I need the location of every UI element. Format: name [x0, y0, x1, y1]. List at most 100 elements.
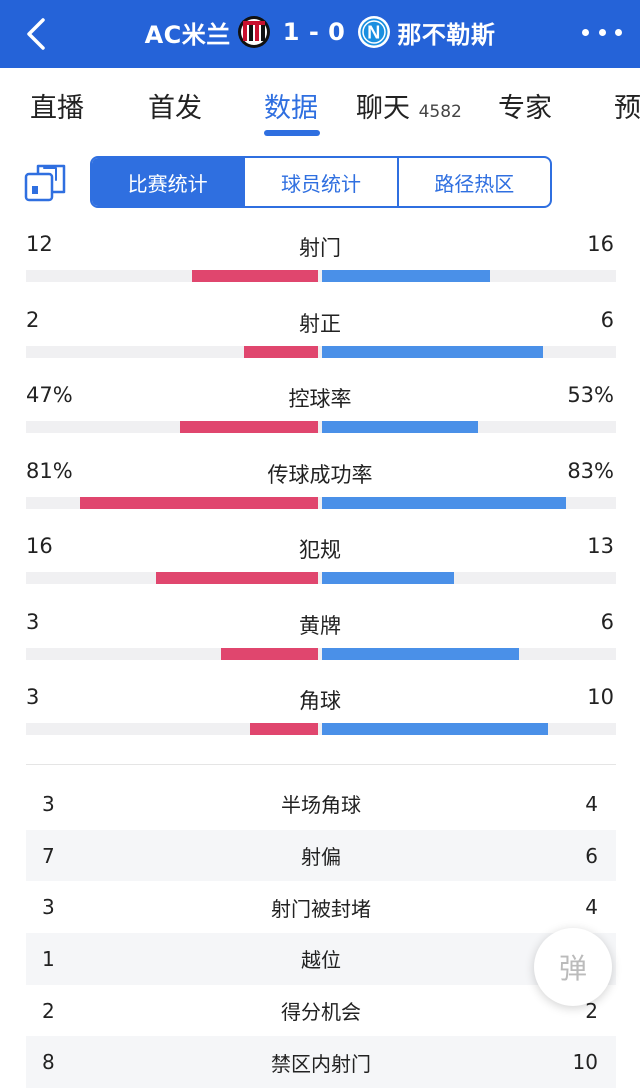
home-stat-value: 47% [26, 383, 73, 407]
table-row: 3 射门被封堵 4 [26, 881, 616, 933]
away-stat-value: 16 [587, 232, 614, 256]
away-stat-value: 53% [567, 383, 614, 407]
tab-live[interactable]: 直播 [30, 93, 84, 124]
away-value: 2 [585, 998, 598, 1023]
table-row: 7 射偏 6 [26, 829, 616, 882]
table-row: 8 禁区内射门 10 [26, 1036, 616, 1089]
home-value: 3 [42, 791, 55, 816]
stats-segment-control: 比赛统计 球员统计 路径热区 [90, 156, 552, 208]
away-stat-bar [322, 496, 566, 509]
tab-chat-count: 4582 [418, 102, 462, 122]
napoli-badge-icon: N [358, 16, 391, 48]
stat-name: 射偏 [301, 845, 341, 870]
stat-row: 3 黄牌 6 [0, 604, 640, 680]
stat-row: 12 射门 16 [0, 226, 640, 302]
away-stat-value: 10 [587, 685, 614, 709]
segment-match-stats[interactable]: 比赛统计 [92, 158, 246, 206]
home-stat-bar [221, 647, 318, 660]
stat-bar-track [26, 647, 616, 660]
home-stat-bar [180, 421, 318, 433]
ac-milan-badge-icon [237, 16, 270, 48]
away-stat-bar [322, 345, 543, 358]
match-header: AC米兰 1 - 0 N 那不勒斯 [0, 0, 640, 68]
stat-row: 3 角球 10 [0, 679, 640, 755]
home-value: 8 [42, 1050, 55, 1075]
stat-name: 禁区内射门 [271, 1051, 371, 1076]
away-stat-bar [322, 270, 490, 282]
section-divider [26, 764, 616, 765]
home-stat-bar [156, 572, 318, 584]
away-value: 6 [585, 843, 598, 868]
export-icon[interactable] [24, 162, 66, 202]
table-row: 3 半场角球 4 [26, 778, 616, 830]
stat-bar-track [26, 572, 616, 584]
stat-bar-track [26, 421, 616, 433]
chevron-left-icon [27, 18, 45, 50]
away-stat-bar [322, 421, 478, 433]
stat-row: 2 射正 6 [0, 302, 640, 378]
tab-expert[interactable]: 专家 [498, 93, 552, 124]
stat-name: 得分机会 [281, 1000, 361, 1025]
home-stat-bar [192, 270, 318, 282]
away-value: 4 [585, 895, 598, 920]
tab-chat[interactable]: 聊天 4582 [356, 86, 462, 125]
stats-table: 3 半场角球 4 7 射偏 6 3 射门被封堵 4 1 越位 2 得分机会 2 8 禁区内射门 10 [26, 778, 616, 1089]
away-team-name: 那不勒斯 [397, 20, 496, 49]
home-value: 3 [42, 895, 55, 920]
tab-stats[interactable]: 数据 [264, 93, 318, 124]
napoli-badge-letter: N [368, 23, 382, 43]
home-value: 7 [42, 843, 55, 868]
home-value: 2 [42, 998, 55, 1023]
away-value: 4 [585, 791, 598, 816]
back-button[interactable] [16, 14, 56, 54]
stat-name: 射门 [299, 236, 341, 260]
stat-bar-track [26, 270, 616, 282]
more-options-button[interactable] [582, 22, 622, 42]
away-stat-bar [322, 723, 548, 735]
stat-name: 控球率 [288, 387, 352, 411]
danmaku-button[interactable]: 弹 [534, 928, 612, 1006]
more-dot-icon [615, 28, 622, 36]
away-value: 10 [572, 1050, 598, 1075]
more-dot-icon [598, 28, 606, 36]
home-team-name: AC米兰 [144, 20, 231, 49]
stat-name: 越位 [301, 948, 341, 973]
stat-name: 射门被封堵 [271, 896, 371, 921]
home-stat-value: 81% [26, 458, 73, 483]
away-stat-value: 83% [567, 458, 614, 483]
away-stat-value: 6 [600, 307, 614, 332]
tab-lineup[interactable]: 首发 [148, 93, 202, 124]
table-row: 1 越位 [26, 933, 616, 985]
home-stat-value: 12 [26, 232, 53, 256]
tab-bar: 直播 首发 数据 聊天 4582 专家 预 [0, 68, 640, 140]
home-stat-bar [244, 345, 318, 358]
active-tab-indicator [264, 130, 320, 136]
home-value: 1 [42, 946, 55, 971]
home-stat-value: 3 [26, 685, 40, 709]
stat-row: 47% 控球率 53% [0, 377, 640, 453]
stat-name: 半场角球 [281, 793, 361, 818]
home-stat-value: 2 [26, 307, 40, 332]
away-stat-value: 6 [600, 609, 614, 634]
stat-name: 黄牌 [299, 613, 341, 638]
match-title: AC米兰 1 - 0 N 那不勒斯 [0, 10, 640, 54]
segment-heatmap[interactable]: 路径热区 [434, 171, 515, 196]
more-dot-icon [582, 28, 589, 36]
tab-prediction[interactable]: 预 [614, 93, 640, 124]
home-stat-bar [250, 723, 318, 735]
stat-row: 16 犯规 13 [0, 528, 640, 604]
tab-chat-label: 聊天 [356, 93, 410, 124]
score: 1 - 0 [282, 18, 346, 46]
away-stat-bar [322, 572, 454, 584]
stat-row: 81% 传球成功率 83% [0, 453, 640, 529]
home-stat-bar [80, 496, 318, 509]
stat-name: 角球 [299, 689, 341, 713]
home-stat-value: 16 [26, 534, 53, 558]
stat-name: 犯规 [299, 538, 341, 562]
home-stat-value: 3 [26, 609, 40, 634]
segment-player-stats[interactable]: 球员统计 [245, 158, 399, 206]
away-stat-bar [322, 647, 519, 660]
stat-name: 传球成功率 [267, 462, 373, 487]
away-stat-value: 13 [587, 534, 614, 558]
table-row: 2 得分机会 2 [26, 985, 616, 1037]
